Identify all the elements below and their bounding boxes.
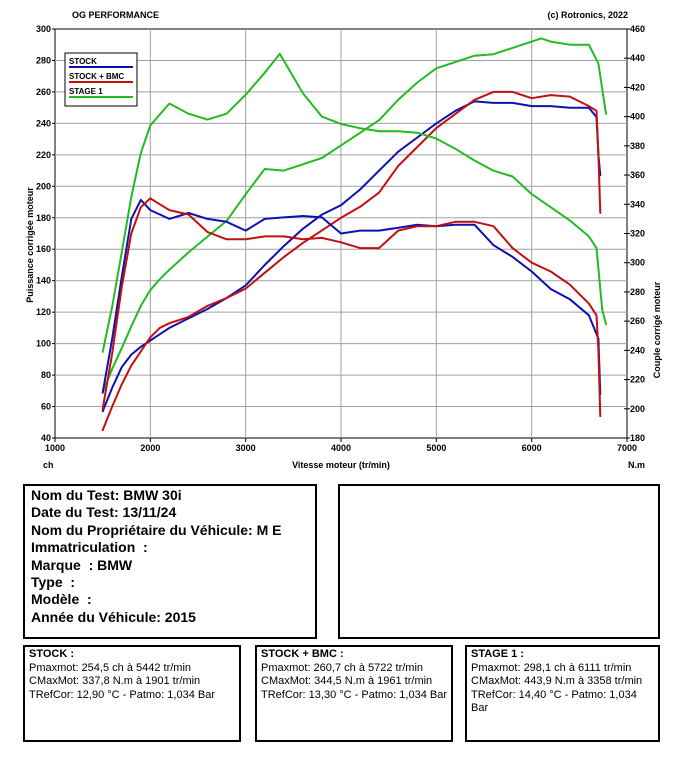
- chart-series: [101, 37, 607, 432]
- x-tick-label: 4000: [331, 443, 351, 453]
- x-tick-label: 1000: [45, 443, 65, 453]
- x-tick-label: 7000: [617, 443, 637, 453]
- result-stage1-conditions: TRefCor: 14,40 °C - Patmo: 1,034 Bar: [471, 688, 637, 715]
- x-axis-label: Vitesse moteur (tr/min): [292, 460, 390, 470]
- result-bmc-title: STOCK + BMC :: [261, 648, 344, 660]
- chart-header-left: OG PERFORMANCE: [72, 10, 159, 20]
- y-right-tick-label: 220: [630, 375, 645, 385]
- x-unit-right: N.m: [628, 460, 645, 470]
- result-bmc-torque: CMaxMot: 344,5 N.m à 1961 tr/min: [261, 675, 433, 688]
- x-tick-label: 6000: [522, 443, 542, 453]
- result-stage1-power: Pmaxmot: 298,1 ch à 6111 tr/min: [471, 661, 632, 674]
- result-stage1-torque: CMaxMot: 443,9 N.m à 3358 tr/min: [471, 675, 643, 688]
- registration: Immatriculation :: [31, 539, 148, 556]
- chart-header-right: (c) Rotronics, 2022: [547, 10, 628, 20]
- chart-legend: STOCK STOCK + BMC STAGE 1: [64, 52, 138, 107]
- result-stock-power: Pmaxmot: 254,5 ch à 5442 tr/min: [29, 661, 192, 674]
- y-right-tick-label: 240: [630, 345, 645, 355]
- dyno-chart: 1000 2000 3000 4000 5000 6000 7000 40 60 80 100 120…: [25, 10, 662, 470]
- y-left-tick-label: 240: [36, 118, 51, 128]
- result-stock: STOCK : Pmaxmot: 254,5 ch à 5442 tr/min …: [23, 645, 241, 742]
- series-line-stock-bmc-power: [101, 90, 602, 432]
- result-bmc-power: Pmaxmot: 260,7 ch à 5722 tr/min: [261, 661, 424, 674]
- test-name: Nom du Test: BMW 30i: [31, 487, 182, 503]
- y-right-tick-label: 180: [630, 433, 645, 443]
- y-left-tick-label: 160: [36, 244, 51, 254]
- x-tick-label: 3000: [236, 443, 256, 453]
- y-right-tick-label: 440: [630, 53, 645, 63]
- y-left-tick-label: 140: [36, 276, 51, 286]
- result-stock-conditions: TRefCor: 12,90 °C - Patmo: 1,034 Bar: [29, 688, 215, 701]
- y-right-tick-label: 300: [630, 258, 645, 268]
- x-tick-label: 2000: [140, 443, 160, 453]
- vehicle-owner: Nom du Propriétaire du Véhicule: M E: [31, 521, 282, 538]
- y-left-tick-label: 60: [41, 402, 51, 412]
- legend-label: STAGE 1: [69, 87, 103, 96]
- series-line-stock-torque: [101, 198, 602, 396]
- y-axis-label-left: Puissance corrigée moteur: [25, 187, 35, 303]
- x-tick-label: 5000: [426, 443, 446, 453]
- brand: Marque : BMW: [31, 556, 133, 573]
- y-left-tick-label: 280: [36, 55, 51, 65]
- vehicle-year: Année du Véhicule: 2015: [31, 608, 196, 625]
- y-right-tick-label: 320: [630, 229, 645, 239]
- legend-label: STOCK + BMC: [69, 72, 124, 81]
- blank-panel: [338, 484, 660, 639]
- x-unit-left: ch: [43, 460, 54, 470]
- y-right-tick-label: 360: [630, 170, 645, 180]
- vehicle-type: Type :: [31, 574, 76, 591]
- y-left-tick-label: 200: [36, 181, 51, 191]
- test-info-panel: Nom du Test: BMW 30i Date du Test: 13/11…: [23, 484, 317, 639]
- y-right-tick-label: 280: [630, 287, 645, 297]
- y-right-tick-label: 200: [630, 404, 645, 414]
- y-left-tick-label: 260: [36, 87, 51, 97]
- series-line-stage-1-torque: [101, 52, 607, 353]
- result-bmc-conditions: TRefCor: 13,30 °C - Patmo: 1,034 Bar: [261, 688, 447, 701]
- result-stage1: STAGE 1 : Pmaxmot: 298,1 ch à 6111 tr/mi…: [465, 645, 660, 742]
- series-line-stock-power: [101, 100, 602, 413]
- result-stock-title: STOCK :: [29, 648, 75, 660]
- y-right-tick-label: 400: [630, 112, 645, 122]
- y-left-tick-label: 300: [36, 24, 51, 34]
- y-left-tick-label: 220: [36, 150, 51, 160]
- chart-ticks: 1000 2000 3000 4000 5000 6000 7000 40 60 80 100 120…: [36, 24, 645, 453]
- y-left-tick-label: 180: [36, 213, 51, 223]
- result-bmc: STOCK + BMC : Pmaxmot: 260,7 ch à 5722 t…: [255, 645, 453, 742]
- y-left-tick-label: 80: [41, 370, 51, 380]
- result-stage1-title: STAGE 1 :: [471, 648, 524, 660]
- legend-label: STOCK: [69, 57, 97, 66]
- result-stock-torque: CMaxMot: 337,8 N.m à 1901 tr/min: [29, 675, 201, 688]
- y-right-tick-label: 380: [630, 141, 645, 151]
- y-right-tick-label: 460: [630, 24, 645, 34]
- y-right-tick-label: 260: [630, 316, 645, 326]
- y-left-tick-label: 100: [36, 339, 51, 349]
- series-line-stage-1-power: [101, 37, 607, 394]
- y-left-tick-label: 120: [36, 307, 51, 317]
- series-line-stock-bmc-torque: [101, 197, 602, 418]
- y-right-tick-label: 340: [630, 199, 645, 209]
- vehicle-model: Modèle :: [31, 591, 92, 608]
- y-right-tick-label: 420: [630, 82, 645, 92]
- y-axis-label-right: Couple corrigé moteur: [652, 281, 662, 378]
- y-left-tick-label: 40: [41, 433, 51, 443]
- test-date: Date du Test: 13/11/24: [31, 504, 177, 521]
